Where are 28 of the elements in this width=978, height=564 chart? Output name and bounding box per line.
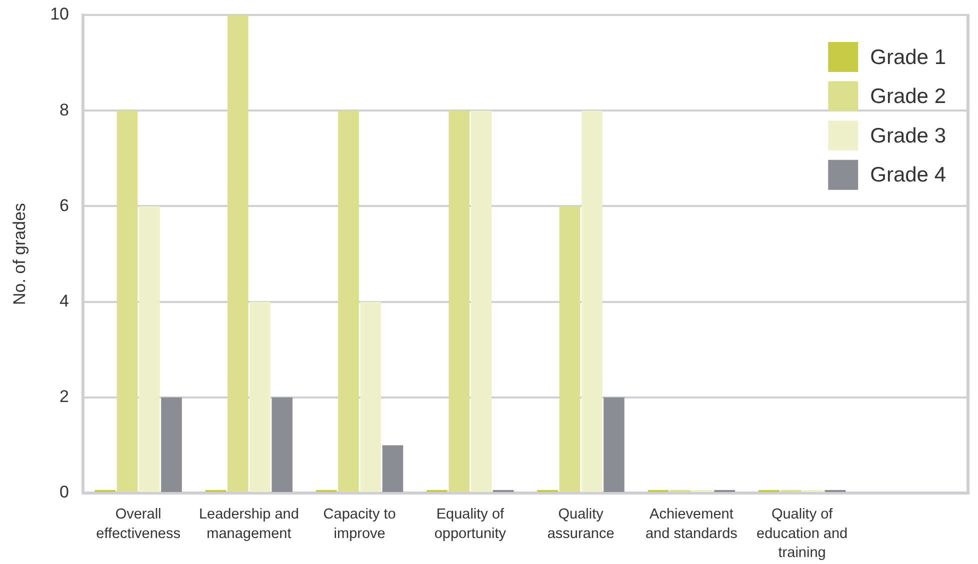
y-tick-label: 4: [60, 291, 69, 310]
legend-label: Grade 3: [870, 124, 946, 148]
bar: [227, 15, 248, 492]
bar: [250, 302, 270, 492]
legend-label: Grade 1: [870, 46, 946, 69]
x-tick-label: Quality of education and training: [756, 506, 848, 562]
bar: [338, 110, 359, 492]
y-tick-label: 0: [60, 482, 69, 502]
bar: [581, 110, 602, 492]
bar: [360, 302, 382, 492]
bar: [470, 110, 492, 492]
bar: [448, 110, 470, 492]
bar: [559, 206, 580, 492]
bar: [116, 110, 138, 492]
y-tick-label: 6: [60, 196, 69, 215]
x-tick-label: Overall effectiveness: [96, 506, 180, 542]
bar: [138, 206, 160, 492]
y-tick-label: 10: [50, 4, 69, 24]
legend-label: Grade 4: [870, 164, 946, 187]
x-tick-label: Equality of opportunity: [434, 506, 507, 542]
legend-label: Grade 2: [870, 85, 946, 108]
y-tick-label: 2: [60, 387, 69, 406]
y-axis-title: No. of grades: [10, 202, 29, 306]
y-tick-label: 8: [60, 100, 69, 120]
x-tick-label: Achievement and standards: [645, 506, 738, 542]
x-tick-label: Leadership and management: [198, 506, 299, 542]
x-tick-label: Quality assurance: [547, 506, 614, 542]
x-tick-label: Capacity to improve: [323, 506, 396, 542]
